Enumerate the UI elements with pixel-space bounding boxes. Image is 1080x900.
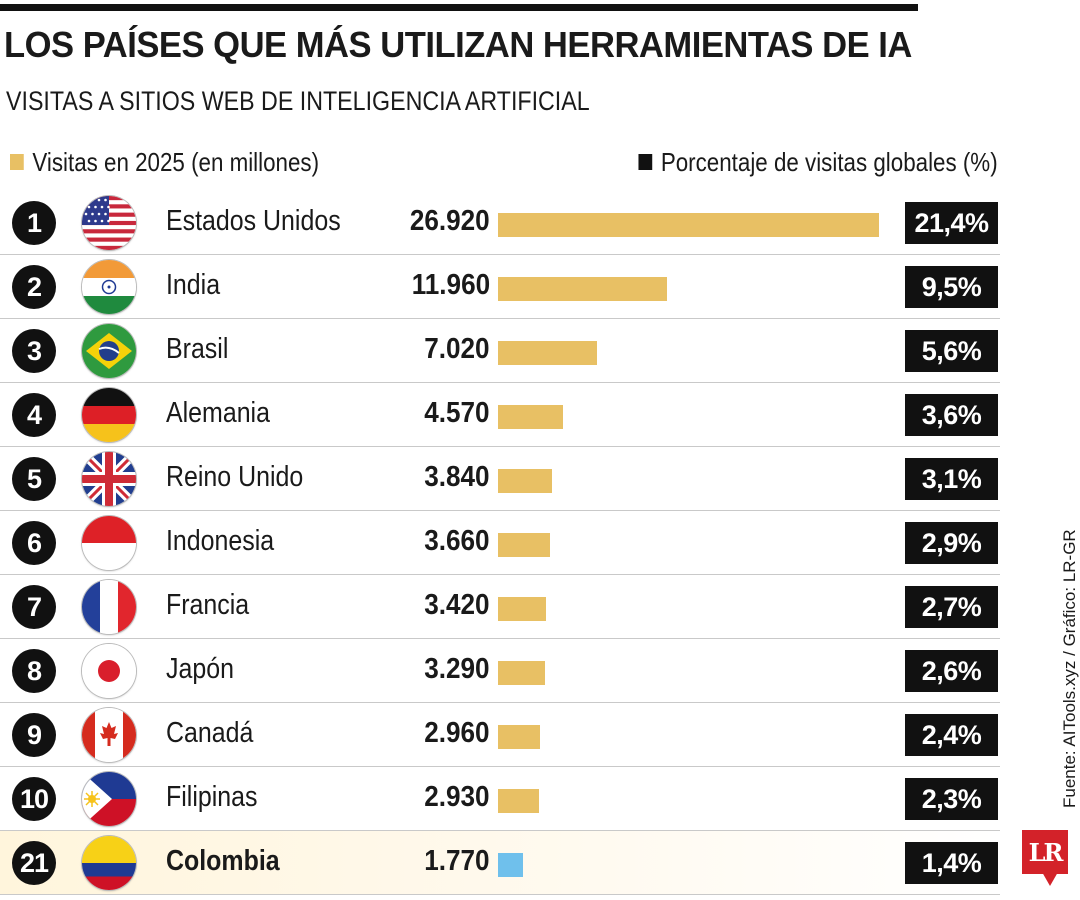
row-canada: 9 Canadá 2.960 2,4%	[0, 703, 1000, 767]
share-label: 2,6%	[905, 650, 998, 692]
legend-swatch-visits	[10, 154, 24, 170]
value-label: 1.770	[424, 845, 490, 877]
share-label: 1,4%	[905, 842, 998, 884]
share-label: 2,3%	[905, 778, 998, 820]
row-reino-unido: 5 Reino Unido 3.840 3,1%	[0, 447, 1000, 511]
country-name: Francia	[166, 589, 250, 621]
chart-title: LOS PAÍSES QUE MÁS UTILIZAN HERRAMIENTAS…	[4, 24, 912, 65]
ranking-table: 1 Estados Unidos 26.920 21,4% 2 India 11.960 9,…	[0, 191, 1000, 895]
legend-swatch-share	[638, 154, 653, 170]
bar-filipinas	[498, 789, 540, 813]
country-name: Alemania	[166, 397, 270, 429]
top-rule	[0, 4, 918, 11]
share-label: 3,1%	[905, 458, 998, 500]
country-name: Reino Unido	[166, 461, 304, 493]
legend-share: Porcentaje de visitas globales (%)	[638, 145, 998, 179]
rank-badge: 4	[12, 393, 56, 437]
bar-brasil	[498, 341, 598, 365]
country-name: Canadá	[166, 717, 254, 749]
rank-badge: 5	[12, 457, 56, 501]
value-label: 2.930	[424, 781, 490, 813]
uk-flag-icon	[82, 452, 136, 506]
country-name: India	[166, 269, 221, 301]
row-alemania: 4 Alemania 4.570 3,6%	[0, 383, 1000, 447]
france-flag-icon	[82, 580, 136, 634]
bar-reino-unido	[498, 469, 553, 493]
usa-flag-icon	[82, 196, 136, 250]
rank-badge: 2	[12, 265, 56, 309]
philippines-flag-icon	[82, 772, 136, 826]
value-label: 3.290	[424, 653, 490, 685]
india-flag-icon	[82, 260, 136, 314]
value-label: 2.960	[424, 717, 490, 749]
bar-japon	[498, 661, 545, 685]
row-estados-unidos: 1 Estados Unidos 26.920 21,4%	[0, 191, 1000, 255]
share-label: 3,6%	[905, 394, 998, 436]
bar-indonesia	[498, 533, 550, 557]
rank-badge: 10	[12, 777, 56, 821]
country-name: Colombia	[166, 845, 280, 877]
bar-francia	[498, 597, 547, 621]
row-brasil: 3 Brasil 7.020 5,6%	[0, 319, 1000, 383]
row-indonesia: 6 Indonesia 3.660 2,9%	[0, 511, 1000, 575]
row-francia: 7 Francia 3.420 2,7%	[0, 575, 1000, 639]
row-filipinas: 10 Filipinas 2.930 2,3%	[0, 767, 1000, 831]
country-name: Indonesia	[166, 525, 275, 557]
bar-canada	[498, 725, 540, 749]
rank-badge: 7	[12, 585, 56, 629]
rank-badge: 1	[12, 201, 56, 245]
bar-colombia	[498, 853, 524, 877]
share-label: 2,4%	[905, 714, 998, 756]
value-label: 3.420	[424, 589, 490, 621]
germany-flag-icon	[82, 388, 136, 442]
brazil-flag-icon	[82, 324, 136, 378]
row-india: 2 India 11.960 9,5%	[0, 255, 1000, 319]
country-name: Japón	[166, 653, 234, 685]
bar-estados-unidos	[498, 213, 879, 237]
legend-visits: Visitas en 2025 (en millones)	[10, 145, 319, 179]
share-label: 9,5%	[905, 266, 998, 308]
chart-subtitle: VISITAS A SITIOS WEB DE INTELIGENCIA ART…	[6, 86, 590, 116]
share-label: 2,7%	[905, 586, 998, 628]
share-label: 5,6%	[905, 330, 998, 372]
value-label: 11.960	[411, 269, 490, 301]
lr-logo-tail	[1042, 872, 1058, 886]
country-name: Brasil	[166, 333, 229, 365]
rank-badge: 9	[12, 713, 56, 757]
rank-badge: 6	[12, 521, 56, 565]
colombia-flag-icon	[82, 836, 136, 890]
value-label: 3.840	[424, 461, 490, 493]
bar-alemania	[498, 405, 563, 429]
value-label: 7.020	[424, 333, 490, 365]
value-label: 4.570	[424, 397, 490, 429]
lr-logo: LR	[1022, 830, 1068, 874]
country-name: Filipinas	[166, 781, 258, 813]
canada-flag-icon	[82, 708, 136, 762]
value-label: 26.920	[410, 205, 490, 237]
rank-badge: 21	[12, 841, 56, 885]
source-note: Fuente: AITools.xyz / Gráfico: LR-GR	[1060, 529, 1079, 808]
rank-badge: 8	[12, 649, 56, 693]
row-japon: 8 Japón 3.290 2,6%	[0, 639, 1000, 703]
share-label: 21,4%	[905, 202, 998, 244]
japan-flag-icon	[82, 644, 136, 698]
share-label: 2,9%	[905, 522, 998, 564]
legend-label-visits: Visitas en 2025 (en millones)	[32, 146, 320, 177]
value-label: 3.660	[424, 525, 490, 557]
bar-india	[498, 277, 668, 301]
indonesia-flag-icon	[82, 516, 136, 570]
rank-badge: 3	[12, 329, 56, 373]
row-colombia: 21 Colombia 1.770 1,4%	[0, 831, 1000, 895]
country-name: Estados Unidos	[166, 205, 341, 237]
legend-label-share: Porcentaje de visitas globales (%)	[661, 146, 998, 177]
